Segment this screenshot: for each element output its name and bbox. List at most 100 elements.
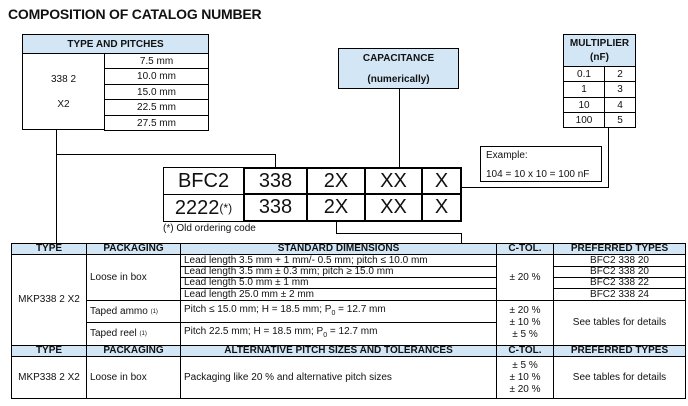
connector-line <box>461 187 609 188</box>
type-cell: MKP338 2 X2 <box>11 254 87 346</box>
code-series: 338 <box>243 167 308 195</box>
code-capacitance: XX <box>364 193 423 222</box>
preferred-type-cell: See tables for details <box>553 300 686 346</box>
capacitance-label: CAPACITANCE <box>362 52 435 64</box>
reel-dim: Pitch 22.5 mm; H = 18.5 mm; P <box>184 326 324 337</box>
code-multiplier: X <box>421 193 462 222</box>
col-header: STANDARD DIMENSIONS <box>180 243 497 255</box>
code-capacitance: XX <box>364 167 423 195</box>
code-old-sup: (*) <box>219 201 233 215</box>
connector-line <box>336 233 462 234</box>
packaging-cell: Loose in box <box>86 356 181 399</box>
col-header: PACKAGING <box>86 345 181 357</box>
pitch-cell: 22.5 mm <box>104 99 209 116</box>
code-multiplier: X <box>421 167 462 195</box>
code-series: 338 <box>243 193 308 222</box>
pitch-cell: 27.5 mm <box>104 115 209 131</box>
footnote-ref: (1) <box>139 331 147 337</box>
table-row: Taped reel (1) Pitch 22.5 mm; H = 18.5 m… <box>12 322 686 346</box>
alt-description-cell: Packaging like 20 % and alternative pitc… <box>180 356 497 399</box>
col-header: TYPE <box>11 345 87 357</box>
code-prefix: BFC2 <box>163 167 244 195</box>
table-header-row: TYPE PACKAGING ALTERNATIVE PITCH SIZES A… <box>11 345 686 357</box>
preferred-type-cell: BFC2 338 20 <box>553 266 686 278</box>
type-cell: 338 2 X2 <box>22 53 105 130</box>
packaging-ammo: Taped ammo <box>90 305 148 317</box>
ctol-value: ± 20 % <box>509 305 541 316</box>
table-row: Taped ammo (1) Pitch ≤ 15.0 mm; H = 18.5… <box>12 300 686 346</box>
connector-line <box>399 89 400 167</box>
capacitance-box: CAPACITANCE (numerically) <box>338 48 459 89</box>
connector-line <box>608 127 609 188</box>
old-code-note: (*) Old ordering code <box>163 223 256 234</box>
ctol-value: ± 10 % <box>509 317 541 328</box>
dimension-cell: Lead length 3.5 mm ± 0.3 mm; pitch ≥ 15.… <box>180 266 497 278</box>
col-header: ALTERNATIVE PITCH SIZES AND TOLERANCES <box>180 345 497 357</box>
capacitance-sub: (numerically) <box>367 73 430 85</box>
dimension-cell: Pitch 22.5 mm; H = 18.5 mm; P0 = 12.7 mm <box>180 322 497 346</box>
col-header: PREFERRED TYPES <box>553 243 686 255</box>
page-title: COMPOSITION OF CATALOG NUMBER <box>8 6 262 22</box>
footnote-ref: (1) <box>150 308 158 315</box>
packaging-cell: Taped reel (1) <box>86 322 181 346</box>
multiplier-value: 1 <box>563 81 605 98</box>
ctol-value: ± 20 % <box>509 383 541 395</box>
ctol-value: ± 10 % <box>509 371 541 383</box>
col-header: PACKAGING <box>86 243 181 255</box>
connector-line <box>56 130 57 245</box>
code-pitch: 2X <box>306 167 366 195</box>
multiplier-code: 2 <box>604 66 636 82</box>
ctol-cell: ± 5 % ± 10 % ± 20 % <box>496 356 554 399</box>
ctol-value: ± 5 % <box>512 359 538 371</box>
pitch-cell: 15.0 mm <box>104 84 209 100</box>
multiplier-value: 10 <box>563 97 605 113</box>
multiplier-code: 4 <box>604 97 636 113</box>
connector-line <box>336 221 337 234</box>
packaging-cell: Taped ammo (1) <box>86 300 181 323</box>
type-line2: X2 <box>57 98 70 110</box>
connector-line <box>461 233 462 243</box>
subscript: 0 <box>331 309 336 317</box>
multiplier-value: 0.1 <box>563 66 605 82</box>
code-pitch: 2X <box>306 193 366 222</box>
type-pitches-header: TYPE AND PITCHES <box>22 34 209 54</box>
example-label: Example: <box>486 150 528 161</box>
packaging-reel: Taped reel <box>90 328 137 339</box>
table-row: Lead length 25.0 mm ± 2 mm BFC2 338 24 <box>12 288 686 301</box>
pitch-cell: 7.5 mm <box>104 53 209 69</box>
ctol-value: ± 5 % <box>512 329 538 340</box>
multiplier-header: MULTIPLIER (nF) <box>563 34 636 67</box>
dimension-cell: Lead length 3.5 mm + 1 mm/- 0.5 mm; pitc… <box>180 254 497 267</box>
dimension-cell: Pitch ≤ 15.0 mm; H = 18.5 mm; P0 = 12.7 … <box>180 300 497 323</box>
connector-line <box>56 154 276 155</box>
dimensions-table: TYPE PACKAGING STANDARD DIMENSIONS C-TOL… <box>11 243 686 399</box>
ammo-dim: Pitch ≤ 15.0 mm; H = 18.5 mm; P <box>184 303 332 315</box>
subscript: 0 <box>323 332 328 339</box>
pitch-cell: 10.0 mm <box>104 68 209 85</box>
example-formula: 104 = 10 x 10 = 100 nF <box>486 169 590 180</box>
multiplier-unit: (nF) <box>590 52 609 63</box>
preferred-type-cell: BFC2 338 20 <box>553 254 686 267</box>
code-old-prefix-text: 2222 <box>174 196 220 219</box>
table-row: MKP338 2 X2 Loose in box Lead length 3.5… <box>11 254 686 346</box>
ammo-dim-end: = 12.7 mm <box>335 303 386 315</box>
type-cell: MKP338 2 X2 <box>11 356 87 399</box>
reel-dim-end: = 12.7 mm <box>327 326 378 337</box>
multiplier-label: MULTIPLIER <box>569 38 630 49</box>
example-box: Example: 104 = 10 x 10 = 100 nF <box>480 146 602 182</box>
preferred-type-cell: BFC2 338 24 <box>553 288 686 301</box>
table-row: MKP338 2 X2 Loose in box Packaging like … <box>11 356 686 399</box>
type-line1: 338 2 <box>50 73 77 85</box>
ctol-cell: ± 20 % <box>496 254 554 301</box>
multiplier-value: 100 <box>563 112 605 128</box>
packaging-cell: Loose in box <box>86 254 181 301</box>
preferred-type-cell: BFC2 338 22 <box>553 277 686 289</box>
code-old-prefix: 2222 (*) <box>163 194 244 222</box>
multiplier-code: 5 <box>604 112 636 128</box>
table-header-row: TYPE PACKAGING STANDARD DIMENSIONS C-TOL… <box>11 243 686 255</box>
dimension-cell: Lead length 25.0 mm ± 2 mm <box>180 288 497 301</box>
col-header: PREFERRED TYPES <box>553 345 686 357</box>
multiplier-code: 3 <box>604 81 636 98</box>
ctol-cell: ± 20 % ± 10 % ± 5 % <box>496 300 554 346</box>
connector-line <box>275 154 276 167</box>
